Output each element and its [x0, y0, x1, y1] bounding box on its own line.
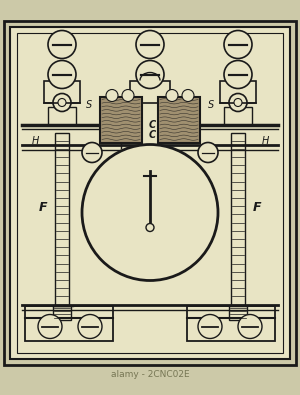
Bar	[17, 32, 283, 352]
Bar	[10, 26, 290, 359]
Bar	[187, 305, 275, 340]
Text: C: C	[148, 130, 156, 141]
Bar	[53, 305, 71, 320]
Bar	[229, 305, 247, 320]
Text: H: H	[31, 135, 39, 145]
Bar	[100, 96, 142, 143]
Text: C: C	[148, 120, 156, 130]
Text: alamy - 2CNC02E: alamy - 2CNC02E	[111, 370, 189, 379]
Circle shape	[38, 314, 62, 339]
Bar	[44, 81, 80, 102]
Circle shape	[48, 60, 76, 88]
Text: S: S	[86, 100, 92, 109]
Circle shape	[198, 314, 222, 339]
Bar	[158, 96, 200, 143]
Text: F: F	[253, 201, 261, 214]
Circle shape	[82, 143, 102, 162]
Text: S: S	[208, 100, 214, 109]
Circle shape	[224, 30, 252, 58]
Bar	[25, 305, 113, 340]
Bar	[224, 107, 252, 124]
Bar	[130, 81, 170, 102]
Circle shape	[238, 314, 262, 339]
Circle shape	[58, 98, 66, 107]
Circle shape	[182, 90, 194, 102]
Circle shape	[224, 60, 252, 88]
Bar	[231, 132, 245, 305]
Circle shape	[48, 30, 76, 58]
Circle shape	[53, 94, 71, 111]
Text: F: F	[39, 201, 47, 214]
Circle shape	[136, 60, 164, 88]
Circle shape	[106, 90, 118, 102]
Bar	[220, 81, 256, 102]
Circle shape	[122, 90, 134, 102]
Circle shape	[82, 145, 218, 280]
Circle shape	[136, 30, 164, 58]
Circle shape	[78, 314, 102, 339]
Bar	[48, 107, 76, 124]
Circle shape	[229, 94, 247, 111]
Circle shape	[198, 143, 218, 162]
Circle shape	[166, 90, 178, 102]
Text: H: H	[261, 135, 269, 145]
Circle shape	[146, 224, 154, 231]
Circle shape	[234, 98, 242, 107]
Bar	[55, 132, 69, 305]
